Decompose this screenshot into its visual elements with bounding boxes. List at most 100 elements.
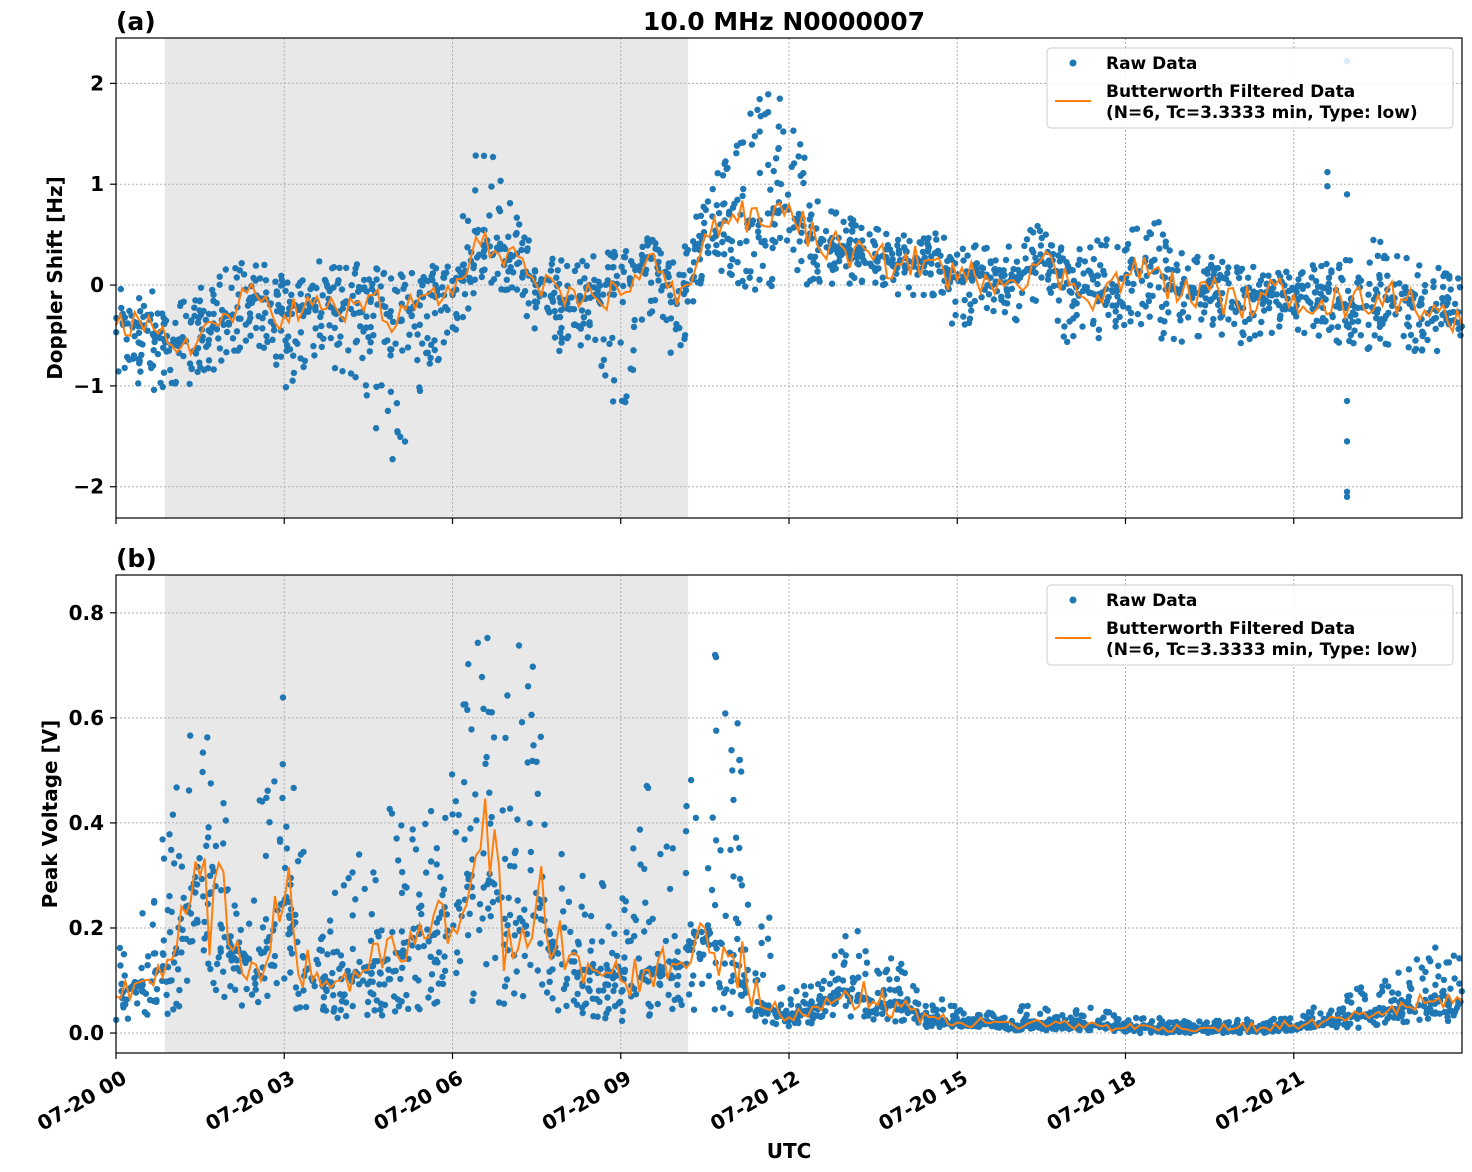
raw-data-point (934, 1018, 942, 1026)
raw-data-point (368, 911, 375, 918)
raw-data-point (424, 334, 431, 342)
raw-data-point (264, 992, 271, 999)
raw-data-point (747, 268, 754, 275)
raw-data-point (813, 262, 821, 269)
raw-data-point (795, 153, 802, 160)
raw-data-point (832, 265, 839, 272)
raw-data-point (798, 257, 805, 265)
raw-data-point (363, 288, 370, 295)
raw-data-point (393, 400, 401, 407)
raw-data-point (279, 694, 287, 701)
raw-data-point (719, 172, 727, 179)
raw-data-point (1286, 274, 1293, 281)
raw-data-point (122, 1001, 129, 1008)
raw-data-point (806, 216, 813, 223)
raw-data-point (416, 387, 424, 394)
raw-data-point (735, 280, 742, 287)
raw-data-point (434, 998, 441, 1006)
raw-data-point (734, 196, 741, 203)
raw-data-point (273, 979, 280, 987)
raw-data-point (619, 895, 626, 902)
raw-data-point (145, 953, 152, 960)
raw-data-point (1180, 301, 1188, 308)
raw-data-point (787, 996, 794, 1003)
raw-data-point (318, 343, 325, 351)
raw-data-point (1061, 323, 1068, 330)
raw-data-point (1300, 1012, 1307, 1020)
raw-data-point (990, 307, 997, 315)
raw-data-point (245, 297, 253, 304)
raw-data-point (732, 834, 740, 841)
raw-data-point (1382, 312, 1390, 320)
raw-data-point (488, 813, 495, 821)
raw-data-point (504, 922, 511, 929)
raw-data-point (378, 382, 385, 389)
raw-data-point (409, 826, 416, 833)
raw-data-point (960, 257, 967, 264)
raw-data-point (1404, 1000, 1411, 1008)
raw-data-point (884, 1015, 891, 1023)
raw-data-point (715, 209, 723, 217)
raw-data-point (117, 962, 124, 969)
raw-data-point (382, 303, 389, 310)
raw-data-point (1366, 280, 1373, 288)
raw-data-point (1170, 335, 1178, 343)
raw-data-point (1011, 315, 1019, 323)
raw-data-point (118, 304, 125, 312)
raw-data-point (1229, 298, 1236, 306)
raw-data-point (374, 958, 381, 965)
raw-data-point (154, 350, 162, 358)
raw-data-point (160, 344, 167, 351)
raw-data-outlier (1343, 397, 1351, 405)
raw-data-point (301, 357, 309, 364)
raw-data-point (1403, 254, 1410, 262)
raw-data-point (401, 438, 409, 445)
raw-data-point (1315, 332, 1323, 339)
raw-data-point (331, 889, 339, 896)
raw-data-point (589, 938, 596, 945)
raw-data-point (767, 952, 774, 959)
raw-data-point (1032, 297, 1040, 304)
raw-data-point (883, 966, 891, 973)
raw-data-point (662, 937, 670, 945)
raw-data-point (271, 962, 278, 969)
raw-data-point (405, 1005, 412, 1013)
raw-data-point (1010, 265, 1017, 273)
raw-data-point (1137, 1029, 1144, 1037)
raw-data-point (1403, 1018, 1411, 1025)
raw-data-point (1184, 265, 1192, 272)
raw-data-point (1374, 252, 1382, 259)
raw-data-point (723, 986, 730, 993)
raw-data-point (478, 673, 486, 681)
raw-data-point (1158, 335, 1165, 342)
raw-data-point (870, 238, 877, 245)
raw-data-point (727, 246, 734, 253)
raw-data-point (1208, 253, 1215, 261)
raw-data-point (242, 337, 250, 344)
raw-data-point (657, 250, 664, 257)
raw-data-point (883, 230, 890, 238)
raw-data-point (713, 202, 720, 209)
raw-data-point (594, 1013, 601, 1020)
raw-data-point (186, 360, 194, 367)
raw-data-point (1008, 285, 1016, 293)
raw-data-point (252, 986, 259, 993)
raw-data-point (690, 298, 697, 305)
raw-data-point (622, 398, 629, 406)
raw-data-point (515, 642, 523, 649)
raw-data-point (1279, 306, 1286, 313)
raw-data-point (822, 1008, 829, 1015)
raw-data-point (256, 275, 264, 282)
raw-data-point (344, 967, 351, 975)
raw-data-point (120, 951, 128, 958)
raw-data-point (949, 1012, 957, 1019)
raw-data-point (722, 158, 729, 165)
raw-data-point (370, 312, 377, 319)
raw-data-point (604, 994, 611, 1001)
raw-data-point (487, 820, 494, 827)
raw-data-point (718, 267, 725, 274)
raw-data-point (480, 884, 487, 891)
panel-a-label: (a) (116, 7, 156, 36)
raw-data-point (777, 1001, 785, 1008)
raw-data-point (196, 855, 203, 862)
